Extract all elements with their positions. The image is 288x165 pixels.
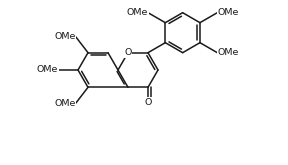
Text: OMe: OMe xyxy=(37,66,58,75)
Text: OMe: OMe xyxy=(127,8,148,17)
Text: OMe: OMe xyxy=(217,8,239,17)
Text: OMe: OMe xyxy=(54,99,76,108)
Text: OMe: OMe xyxy=(217,48,239,57)
Text: O: O xyxy=(124,48,132,57)
Text: O: O xyxy=(144,98,152,107)
Text: OMe: OMe xyxy=(54,32,76,41)
